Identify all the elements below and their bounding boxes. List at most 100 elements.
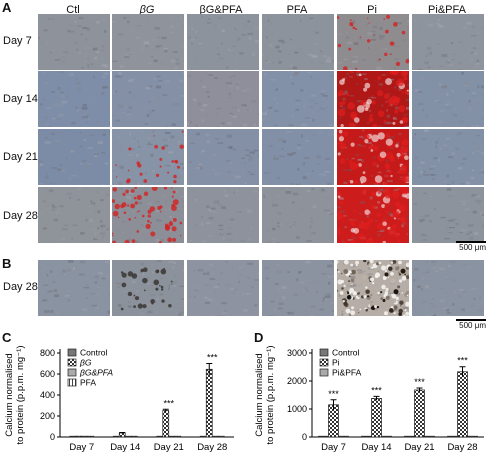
y-axis-label-line2: to protein (p.p.m. mg⁻¹) — [265, 346, 276, 445]
legend-swatch — [67, 378, 77, 387]
bar — [118, 432, 126, 438]
panel-a-letter: A — [2, 0, 12, 15]
micrograph-tile — [337, 129, 409, 185]
bar — [168, 435, 176, 438]
y-tick-label: 2000 — [287, 376, 307, 386]
micrograph-tile — [112, 129, 184, 185]
bar — [424, 435, 435, 438]
x-tick-label: Day 7 — [321, 442, 346, 453]
error-bar — [416, 387, 423, 392]
column-header-ctl: Ctl — [66, 4, 80, 16]
micrograph-tile — [337, 260, 409, 316]
micrograph-tile — [337, 71, 409, 127]
bar — [174, 435, 182, 438]
micrograph-tile — [187, 71, 259, 127]
legend-label: PFA — [80, 378, 96, 388]
micrograph-tile — [38, 187, 110, 243]
column-header-pfa: PFA — [286, 4, 308, 16]
x-tick-label: Day 7 — [69, 442, 94, 453]
bar — [338, 435, 349, 438]
micrograph-tile — [187, 14, 259, 70]
legend-swatch — [67, 368, 77, 377]
significance-marker: *** — [163, 398, 174, 408]
bar — [211, 435, 219, 438]
x-tick-label: Day 21 — [154, 442, 184, 453]
micrograph-tile — [187, 187, 259, 243]
error-bar — [162, 408, 169, 412]
bar — [87, 435, 95, 438]
legend-label: Pi — [332, 358, 340, 368]
micrograph-tile — [38, 71, 110, 127]
legend-swatch — [319, 358, 329, 367]
bar — [156, 435, 164, 438]
column-header-bg-pfa: βG&PFA — [199, 4, 243, 16]
significance-marker: *** — [457, 356, 468, 366]
significance-marker: *** — [371, 385, 382, 395]
legend-label: Control — [80, 348, 108, 358]
micrograph-tile — [262, 260, 334, 316]
panel-b-letter: B — [2, 256, 12, 271]
bar — [361, 435, 372, 438]
bar — [457, 371, 468, 438]
micrograph-tile — [112, 187, 184, 243]
error-bar — [119, 431, 126, 434]
legend-label: βG&PFA — [79, 368, 113, 378]
legend-label: βG — [79, 358, 92, 368]
scale-bar-a-label: 500 μm — [459, 243, 486, 252]
micrograph-tile — [38, 14, 110, 70]
x-tick-label: Day 28 — [197, 442, 227, 453]
column-header-pi-pfa: Pi&PFA — [428, 4, 466, 16]
scale-bar-a: 500 μm — [430, 241, 486, 253]
chart-d: Calcium normalised to protein (p.p.m. mg⁻… — [254, 346, 484, 453]
micrograph-tile — [262, 187, 334, 243]
error-bar — [206, 363, 213, 376]
panel-d-letter: D — [254, 330, 264, 345]
chart-c: Calcium normalised to protein (p.p.m. mg⁻… — [4, 346, 234, 453]
row-label-day14: Day 14 — [3, 93, 38, 105]
scale-bar-b: 500 μm — [430, 319, 486, 331]
significance-marker: *** — [414, 377, 425, 387]
bar — [381, 435, 392, 438]
legend-swatch — [67, 358, 77, 367]
y-axis-label-line1: Calcium normalised — [4, 353, 15, 436]
y-tick-label: 200 — [40, 411, 55, 421]
micrograph-tile — [187, 129, 259, 185]
row-label-day28: Day 28 — [3, 210, 38, 222]
row-label-day7: Day 7 — [3, 35, 32, 47]
micrograph-tile — [38, 260, 110, 316]
y-tick-label: 0 — [302, 432, 307, 442]
micrograph-tile — [38, 129, 110, 185]
y-axis-label-line2: to protein (p.p.m. mg⁻¹) — [15, 346, 26, 445]
bar — [81, 435, 89, 438]
bar — [447, 435, 458, 438]
error-bar — [373, 395, 380, 401]
significance-marker: *** — [207, 353, 218, 363]
micrograph-tile — [262, 14, 334, 70]
bar — [199, 435, 207, 438]
x-tick-label: Day 21 — [404, 442, 434, 453]
bar — [205, 368, 213, 438]
legend-label: Control — [332, 348, 360, 358]
micrograph-tile — [412, 260, 484, 316]
micrograph-tile — [187, 260, 259, 316]
bar — [404, 435, 415, 438]
bar — [414, 389, 425, 438]
micrograph-tile — [337, 187, 409, 243]
y-tick-label: 800 — [40, 348, 55, 358]
legend-swatch — [319, 368, 329, 377]
micrograph-tile — [412, 129, 484, 185]
micrograph-tile — [412, 187, 484, 243]
bar — [124, 435, 132, 438]
y-axis-label-line1: Calcium normalised — [254, 353, 265, 436]
row-label-b-day28: Day 28 — [3, 281, 38, 293]
column-header-bg: βG — [139, 4, 155, 16]
legend-label: Pi&PFA — [332, 368, 362, 378]
scale-bar-b-label: 500 μm — [459, 321, 486, 330]
legend-swatch — [319, 348, 329, 357]
y-tick-label: 1000 — [287, 404, 307, 414]
panel-c-letter: C — [2, 330, 12, 345]
bar — [112, 435, 120, 438]
x-tick-label: Day 28 — [447, 442, 477, 453]
column-header-pi: Pi — [367, 4, 377, 16]
micrograph-tile — [262, 129, 334, 185]
